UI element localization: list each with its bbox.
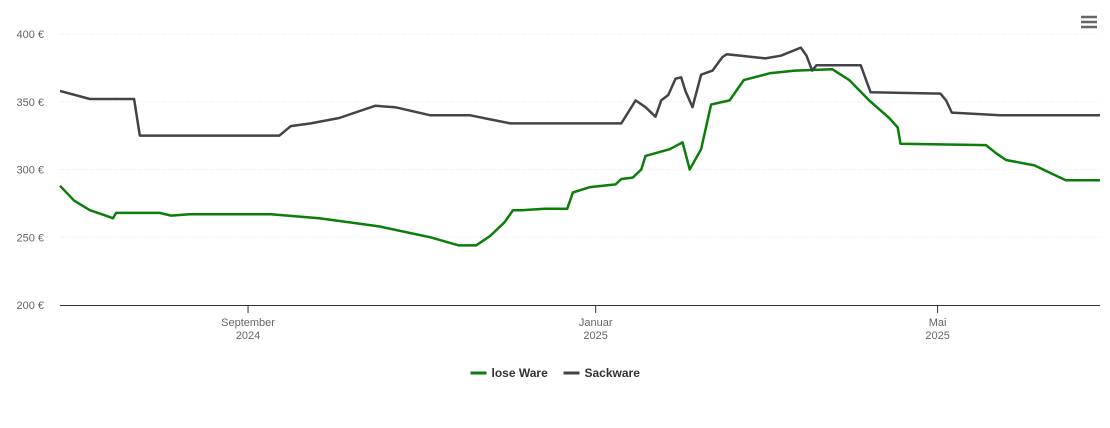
legend-item[interactable]: lose Ware [470,366,549,380]
y-tick-label: 350 € [16,97,44,109]
y-tick-label: 250 € [16,232,44,244]
series-line [59,46,1100,137]
x-tick-label: Januar 2025 [579,317,613,342]
legend-label: lose Ware [492,366,549,380]
legend: lose Ware Sackware [470,366,641,380]
y-tick-label: 400 € [16,29,44,41]
x-tick-label: September 2024 [221,317,275,342]
legend-item[interactable]: Sackware [563,366,641,380]
menu-icon[interactable] [1081,15,1097,29]
series-line [59,67,1100,247]
y-tick-label: 300 € [16,165,44,177]
legend-label: Sackware [585,366,641,380]
y-tick-label: 200 € [16,300,44,312]
x-tick-label: Mai 2025 [925,317,949,342]
